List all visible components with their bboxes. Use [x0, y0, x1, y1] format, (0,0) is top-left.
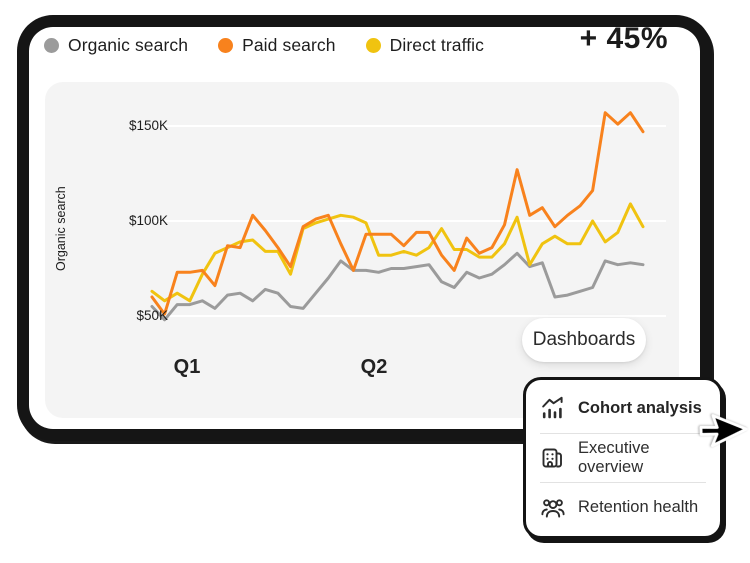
legend-label: Organic search [68, 34, 189, 55]
y-axis-label: Organic search [54, 186, 68, 272]
chart-panel: $150K $100K $50K Organic search Q1 Q2 [45, 82, 679, 418]
direct-traffic-dot-icon [365, 37, 381, 53]
dashboards-menu: Cohort analysis Executive overview [523, 377, 723, 539]
dashboards-button[interactable]: Dashboards [522, 318, 646, 362]
growth-percentage: + 45% [579, 22, 668, 55]
menu-item-retention-health[interactable]: Retention health [526, 483, 720, 532]
y-axis-tick: $50K [136, 308, 168, 323]
executive-overview-icon [542, 448, 562, 468]
cursor-arrow-icon [691, 409, 748, 459]
chart-legend: Organic search Paid search Direct traffi… [44, 30, 484, 60]
x-axis-tick-q2: Q2 [360, 356, 388, 378]
menu-item-label: Executive overview [578, 439, 650, 476]
x-axis-tick-q1: Q1 [173, 356, 201, 378]
menu-item-label: Retention health [578, 498, 699, 517]
y-axis-tick: $150K [128, 118, 168, 133]
menu-item-cohort-analysis[interactable]: Cohort analysis [526, 384, 720, 433]
legend-item-direct-traffic[interactable]: Direct traffic [365, 34, 485, 56]
organic-search-dot-icon [44, 37, 59, 53]
legend-label: Direct traffic [389, 34, 485, 55]
retention-health-icon [541, 499, 565, 518]
legend-item-organic-search[interactable]: Organic search [44, 35, 188, 56]
menu-divider [540, 432, 706, 434]
cohort-analysis-icon [542, 397, 563, 419]
y-axis-tick: $100K [128, 213, 168, 228]
menu-item-label: Cohort analysis [578, 398, 702, 417]
menu-divider [540, 482, 706, 484]
line-chart[interactable] [45, 82, 679, 418]
legend-label: Paid search [242, 34, 336, 55]
menu-item-executive-overview[interactable]: Executive overview [526, 434, 720, 483]
paid-search-dot-icon [218, 37, 234, 53]
legend-item-paid-search[interactable]: Paid search [218, 35, 336, 56]
dashboards-button-label: Dashboards [532, 329, 636, 350]
